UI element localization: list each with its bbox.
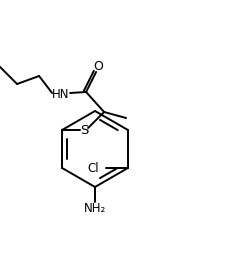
Text: Cl: Cl: [87, 161, 99, 175]
Text: O: O: [93, 60, 103, 72]
Text: S: S: [80, 124, 88, 136]
Text: NH₂: NH₂: [84, 203, 106, 216]
Text: HN: HN: [52, 87, 70, 100]
